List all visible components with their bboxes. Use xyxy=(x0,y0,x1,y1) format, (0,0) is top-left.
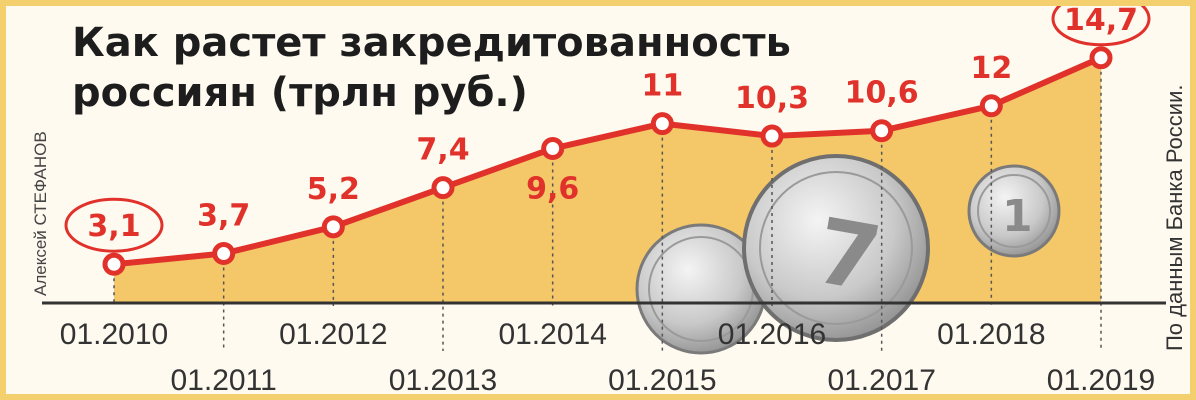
data-label: 14,7 xyxy=(1064,6,1138,38)
x-tick-label: 01.2015 xyxy=(608,364,716,397)
data-point xyxy=(541,137,565,161)
x-tick-label: 01.2010 xyxy=(60,318,168,351)
highlight-ring xyxy=(1051,6,1151,47)
data-label: 7,4 xyxy=(416,133,469,168)
data-point xyxy=(212,242,236,266)
x-tick-label: 01.2019 xyxy=(1047,364,1155,397)
data-point xyxy=(321,215,345,239)
chart-title-line1: Как растет закредитованность xyxy=(72,20,791,66)
highlight-ring xyxy=(64,197,164,253)
x-tick-label: 01.2014 xyxy=(498,318,606,351)
data-point xyxy=(102,252,126,276)
data-label: 12 xyxy=(970,51,1012,86)
x-tick-label: 01.2013 xyxy=(389,364,497,397)
chart-title-line2: россиян (трлн руб.) xyxy=(72,70,528,116)
data-point xyxy=(870,119,894,143)
author-credit: Алексей СТЕФАНОВ xyxy=(31,131,50,296)
source-note: По данным Банка России. xyxy=(1162,85,1187,352)
data-label: 11 xyxy=(641,69,683,104)
x-tick-label: 01.2018 xyxy=(937,318,1045,351)
data-label: 5,2 xyxy=(307,172,360,207)
data-point xyxy=(1089,46,1113,70)
svg-text:1: 1 xyxy=(1002,191,1033,242)
data-label: 3,1 xyxy=(87,209,140,244)
data-label: 3,7 xyxy=(197,199,250,234)
data-label: 10,6 xyxy=(845,76,919,111)
data-label: 9,6 xyxy=(526,172,579,207)
x-tick-label: 01.2011 xyxy=(171,364,277,397)
x-tick-label: 01.2017 xyxy=(827,364,935,397)
data-point xyxy=(431,176,455,200)
data-label: 10,3 xyxy=(735,81,809,116)
x-tick-label: 01.2016 xyxy=(718,318,826,351)
series-line xyxy=(113,54,1103,268)
x-tick-label: 01.2012 xyxy=(279,318,387,351)
data-point xyxy=(650,112,674,136)
data-point xyxy=(760,124,784,148)
data-point xyxy=(979,94,1003,118)
